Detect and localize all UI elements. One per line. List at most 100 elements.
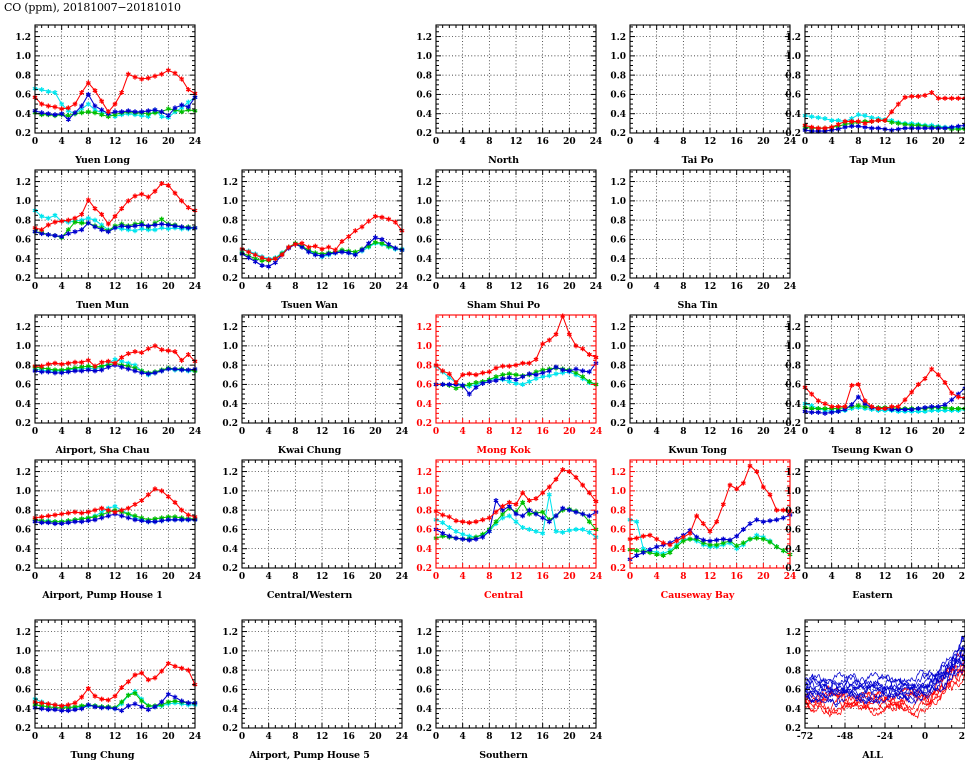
axis-tick-labels: 0.2 0.4 0.6 0.8 1.0 1.2 0 4 8 12 16 20 24	[15, 468, 201, 582]
svg-text:0.4: 0.4	[785, 705, 801, 715]
svg-text:8: 8	[85, 427, 91, 437]
axis-tick-labels: 0.2 0.4 0.6 0.8 1.0 1.2 0 4 8 12 16 20 24	[416, 468, 602, 582]
svg-text:4: 4	[654, 137, 660, 147]
svg-text:0.2: 0.2	[416, 564, 432, 574]
svg-text:4: 4	[266, 282, 272, 292]
svg-text:0: 0	[433, 282, 439, 292]
svg-text:12: 12	[704, 137, 717, 147]
plot-kwai-chung: 0.2 0.4 0.6 0.8 1.0 1.2 0 4 8 12 16 20 24	[222, 314, 408, 437]
panel-yuen-long: 0.2 0.4 0.6 0.8 1.0 1.2 0 4 8 12 16 20 24 Yuen Long	[0, 12, 205, 166]
panel-tuen-mun: 0.2 0.4 0.6 0.8 1.0 1.2 0 4 8 12 16 20 24 Tuen Mun	[0, 157, 205, 311]
svg-text:0.8: 0.8	[222, 216, 238, 226]
axis-ticks	[241, 315, 403, 424]
gridlines	[630, 170, 790, 278]
panel-title-causeway-bay: Causeway Bay	[660, 590, 735, 601]
svg-text:0: 0	[802, 572, 808, 582]
svg-text:24: 24	[590, 732, 603, 742]
svg-text:0.2: 0.2	[610, 274, 626, 284]
svg-text:4: 4	[829, 137, 835, 147]
svg-text:12: 12	[879, 572, 892, 582]
svg-text:0.4: 0.4	[15, 705, 31, 715]
panel-airport-sha-chau: 0.2 0.4 0.6 0.8 1.0 1.2 0 4 8 12 16 20 24 Airport, Sh…	[0, 302, 205, 456]
svg-text:0: 0	[32, 137, 38, 147]
svg-text:24: 24	[396, 282, 409, 292]
plot-tuen-mun: 0.2 0.4 0.6 0.8 1.0 1.2 0 4 8 12 16 20 24	[15, 169, 201, 292]
svg-text:1.2: 1.2	[222, 468, 238, 478]
gridlines	[436, 315, 596, 423]
svg-text:1.0: 1.0	[222, 647, 238, 657]
gridlines	[242, 315, 402, 423]
gridlines	[242, 620, 402, 728]
svg-text:12: 12	[510, 137, 523, 147]
svg-text:20: 20	[563, 732, 576, 742]
svg-text:0.6: 0.6	[15, 91, 31, 101]
svg-text:20: 20	[757, 427, 770, 437]
svg-text:4: 4	[654, 572, 660, 582]
panel-title-central-western: Central/Western	[266, 590, 353, 601]
gridlines	[35, 620, 195, 728]
svg-text:0.2: 0.2	[15, 724, 31, 734]
svg-text:0.8: 0.8	[416, 666, 432, 676]
plot-north: 0.2 0.4 0.6 0.8 1.0 1.2 0 4 8 12 16 20 24	[416, 24, 602, 147]
svg-text:0.6: 0.6	[416, 381, 432, 391]
svg-text:1.0: 1.0	[785, 342, 801, 352]
svg-text:12: 12	[704, 427, 717, 437]
svg-text:8: 8	[85, 572, 91, 582]
panel-kwun-tong: 0.2 0.4 0.6 0.8 1.0 1.2 0 4 8 12 16 20 24 Kwun Tong	[595, 302, 800, 456]
panel-blank-r0c1	[207, 12, 412, 155]
plot-airport-pump-house-1: 0.2 0.4 0.6 0.8 1.0 1.2 0 4 8 12 16 20 24	[15, 459, 201, 582]
svg-text:1.0: 1.0	[15, 487, 31, 497]
svg-text:1.0: 1.0	[610, 342, 626, 352]
panel-title-airport-pump-house-5: Airport, Pump House 5	[249, 750, 370, 761]
svg-text:20: 20	[369, 732, 382, 742]
svg-text:20: 20	[369, 572, 382, 582]
axis-tick-labels: 0.2 0.4 0.6 0.8 1.0 1.2 0 4 8 12 16 20 24	[610, 178, 796, 292]
svg-text:1.2: 1.2	[416, 178, 432, 188]
svg-text:16: 16	[730, 572, 743, 582]
svg-text:20: 20	[162, 732, 175, 742]
svg-text:0.2: 0.2	[416, 274, 432, 284]
svg-text:4: 4	[59, 427, 65, 437]
svg-text:8: 8	[85, 137, 91, 147]
svg-text:0: 0	[627, 572, 633, 582]
gridlines	[805, 620, 965, 728]
panel-tap-mun: 0.2 0.4 0.6 0.8 1.0 1.2 0 4 8 12 16 20 24 Tap Mun	[770, 12, 965, 166]
svg-text:0.2: 0.2	[222, 274, 238, 284]
series-observation	[802, 90, 965, 131]
axis-ticks	[804, 620, 965, 729]
svg-text:1.2: 1.2	[416, 323, 432, 333]
svg-text:0.2: 0.2	[416, 724, 432, 734]
svg-text:20: 20	[932, 427, 945, 437]
gridlines	[805, 25, 965, 133]
axis-ticks	[629, 170, 791, 279]
axis-ticks	[435, 315, 597, 424]
svg-text:0: 0	[433, 137, 439, 147]
svg-text:4: 4	[829, 572, 835, 582]
panel-title-yuen-long: Yuen Long	[75, 155, 130, 166]
axis-tick-labels: 0.2 0.4 0.6 0.8 1.0 1.2 0 4 8 12 16 20 24	[222, 628, 408, 742]
axis-ticks	[34, 25, 196, 134]
svg-text:24: 24	[959, 427, 965, 437]
plot-airport-pump-house-5: 0.2 0.4 0.6 0.8 1.0 1.2 0 4 8 12 16 20 24	[222, 619, 408, 742]
svg-text:12: 12	[316, 427, 329, 437]
svg-text:0.6: 0.6	[785, 91, 801, 101]
svg-text:0.4: 0.4	[416, 545, 432, 555]
svg-text:12: 12	[316, 732, 329, 742]
svg-text:8: 8	[85, 282, 91, 292]
svg-text:1.0: 1.0	[416, 487, 432, 497]
svg-text:20: 20	[162, 282, 175, 292]
plot-mong-kok: 0.2 0.4 0.6 0.8 1.0 1.2 0 4 8 12 16 20 24	[416, 313, 602, 437]
panel-title-tai-po: Tai Po	[681, 155, 714, 166]
svg-text:8: 8	[680, 572, 686, 582]
svg-text:0: 0	[433, 427, 439, 437]
svg-text:0.2: 0.2	[416, 129, 432, 139]
svg-text:24: 24	[189, 427, 202, 437]
axis-tick-labels: 0.2 0.4 0.6 0.8 1.0 1.2 0 4 8 12 16 20 24	[416, 33, 602, 147]
axis-tick-labels: 0.2 0.4 0.6 0.8 1.0 1.2 0 4 8 12 16 20 24	[222, 178, 408, 292]
svg-text:0.6: 0.6	[416, 686, 432, 696]
svg-text:1.0: 1.0	[610, 487, 626, 497]
svg-text:1.2: 1.2	[610, 323, 626, 333]
panel-tung-chung: 0.2 0.4 0.6 0.8 1.0 1.2 0 4 8 12 16 20 24 Tung Chung	[0, 607, 205, 761]
svg-text:8: 8	[292, 282, 298, 292]
svg-text:1.0: 1.0	[416, 647, 432, 657]
